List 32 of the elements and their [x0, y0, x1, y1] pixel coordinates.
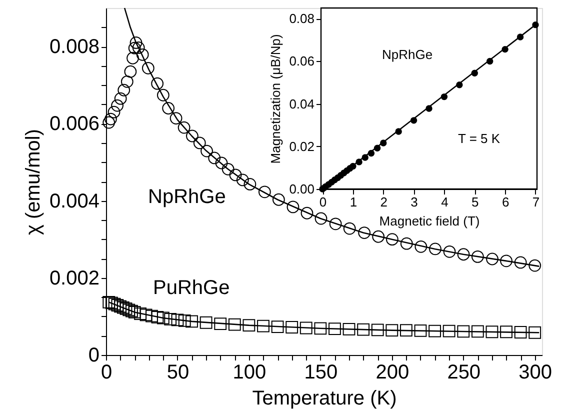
x-tick-label: 300 [518, 362, 552, 384]
series-label: NpRhGe [148, 186, 226, 208]
y-tick-label: 0.004 [49, 190, 100, 212]
y-tick-label: 0.00 [289, 182, 314, 196]
y-tick-label: 0.008 [49, 36, 100, 58]
y-tick-label: 0.04 [289, 96, 314, 112]
x-tick-label: 50 [166, 362, 190, 384]
y-axis-title: χ (emu/mol) [22, 128, 44, 236]
x-tick-label: 7 [532, 194, 540, 210]
y-axis-title: Magnetization (μB/Np) [268, 34, 284, 164]
annotation: T = 5 K [458, 131, 500, 146]
x-tick-label: 0 [319, 194, 327, 210]
x-axis-title: Temperature (K) [252, 388, 397, 410]
x-tick-label: 4 [441, 194, 448, 210]
x-tick-label: 100 [232, 362, 266, 384]
x-axis-title: Magnetic field (T) [379, 214, 480, 228]
x-tick-label: 250 [447, 362, 481, 384]
x-tick-label: 200 [376, 362, 410, 384]
y-tick-label: 0.08 [289, 11, 314, 26]
x-tick-label: 150 [304, 362, 338, 384]
x-tick-label: 5 [472, 194, 479, 210]
x-tick-label: 2 [380, 194, 388, 210]
y-tick-label: 0 [88, 344, 100, 366]
text: NpRhGe [382, 47, 433, 62]
series-label: PuRhGe [153, 277, 230, 299]
y-tick-label: 0.06 [289, 54, 314, 69]
y-tick-label: 0.002 [49, 267, 100, 290]
x-tick-label: 3 [410, 194, 418, 210]
y-tick-label: 0.006 [49, 113, 100, 136]
x-tick-label: 6 [502, 194, 510, 210]
x-tick-label: 1 [350, 194, 358, 210]
y-tick-label: 0.02 [289, 138, 314, 154]
